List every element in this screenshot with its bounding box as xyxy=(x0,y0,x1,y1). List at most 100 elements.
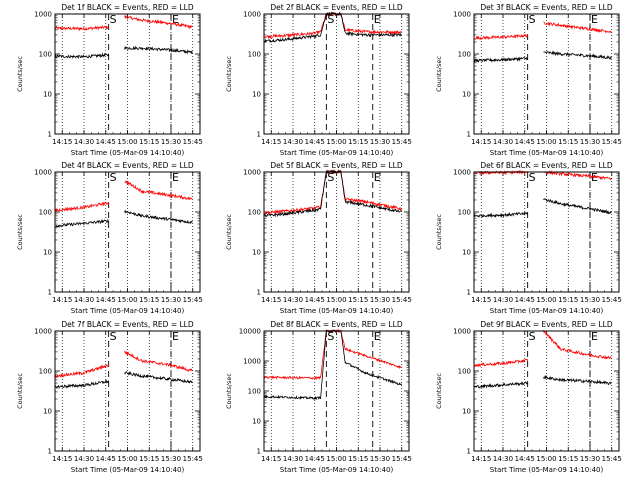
y-tick-label: 1000 xyxy=(34,169,52,177)
panel-det-6: Det 6f BLACK = Events, RED = LLD Counts/s… xyxy=(435,161,622,315)
x-tick-label: 14:30 xyxy=(493,455,513,463)
x-tick-label: 15:15 xyxy=(558,455,578,463)
y-tick-label: 100 xyxy=(458,368,471,376)
y-tick-label: 1000 xyxy=(453,328,471,336)
x-tick-label: 14:45 xyxy=(515,296,535,304)
y-tick-label: 10 xyxy=(462,408,471,416)
x-tick-label: 15:30 xyxy=(580,296,600,304)
chart-title: Det 9f BLACK = Events, RED = LLD xyxy=(480,320,613,329)
y-axis-label: Counts/sec xyxy=(16,214,24,250)
marker-label-e: E xyxy=(374,171,381,184)
plot-frame xyxy=(54,171,201,293)
y-tick-label: 1000 xyxy=(243,11,261,19)
plot-frame xyxy=(263,171,410,293)
x-tick-label: 15:15 xyxy=(348,455,368,463)
panel-det-2: Det 2f BLACK = Events, RED = LLD Counts/s… xyxy=(225,3,412,157)
y-tick-label: 10 xyxy=(252,91,261,99)
panel-det-7: Det 7f BLACK = Events, RED = LLD Counts/s… xyxy=(16,320,203,474)
x-axis-label: Start Time (05-Mar-09 14:10:40) xyxy=(490,466,604,474)
x-tick-label: 15:30 xyxy=(580,455,600,463)
x-tick-label: 14:30 xyxy=(493,296,513,304)
y-tick-label: 100 xyxy=(248,209,261,217)
series-lld-line xyxy=(263,169,402,215)
x-tick-label: 15:45 xyxy=(183,455,203,463)
panel-det-5: Det 5f BLACK = Events, RED = LLD Counts/s… xyxy=(225,161,412,315)
series-events-line xyxy=(263,169,402,218)
plot-frame xyxy=(263,13,410,135)
y-tick-label: 1000 xyxy=(34,328,52,336)
marker-label-s: S xyxy=(529,171,536,184)
panel-det-4: Det 4f BLACK = Events, RED = LLD Counts/s… xyxy=(16,161,203,315)
series-lld-line xyxy=(54,14,193,31)
marker-label-e: E xyxy=(591,171,598,184)
x-tick-label: 15:00 xyxy=(536,138,556,146)
y-tick-label: 10 xyxy=(252,249,261,257)
x-tick-label: 14:15 xyxy=(471,296,491,304)
plot-frame xyxy=(54,330,201,452)
x-tick-label: 15:15 xyxy=(558,138,578,146)
x-tick-label: 14:45 xyxy=(305,296,325,304)
y-tick-label: 100 xyxy=(458,51,471,59)
marker-label-s: S xyxy=(529,13,536,26)
x-tick-label: 15:30 xyxy=(161,455,181,463)
plot-frame xyxy=(263,330,410,452)
x-tick-label: 15:15 xyxy=(348,138,368,146)
y-tick-label: 1 xyxy=(48,289,52,297)
x-tick-label: 15:00 xyxy=(326,455,346,463)
y-axis-label: Counts/sec xyxy=(225,56,233,92)
series-events-line xyxy=(473,374,612,389)
x-tick-label: 14:15 xyxy=(52,296,72,304)
chart-title: Det 5f BLACK = Events, RED = LLD xyxy=(270,161,403,170)
x-tick-label: 15:15 xyxy=(348,296,368,304)
x-tick-label: 14:45 xyxy=(96,296,116,304)
y-tick-label: 10 xyxy=(462,249,471,257)
x-tick-label: 15:00 xyxy=(536,455,556,463)
y-axis-label: Counts/sec xyxy=(16,373,24,409)
x-axis-label: Start Time (05-Mar-09 14:10:40) xyxy=(280,307,394,315)
x-tick-label: 14:15 xyxy=(52,138,72,146)
y-tick-label: 10 xyxy=(462,91,471,99)
series-lld-line xyxy=(473,330,612,368)
x-tick-label: 15:00 xyxy=(326,138,346,146)
x-axis-label: Start Time (05-Mar-09 14:10:40) xyxy=(490,307,604,315)
x-tick-label: 15:30 xyxy=(161,296,181,304)
plot-frame xyxy=(473,13,620,135)
x-tick-label: 15:00 xyxy=(536,296,556,304)
chart-title: Det 6f BLACK = Events, RED = LLD xyxy=(480,161,613,170)
x-tick-label: 14:30 xyxy=(74,296,94,304)
series-events-line xyxy=(54,209,193,229)
y-tick-label: 100 xyxy=(39,209,52,217)
series-events-line xyxy=(473,50,612,63)
x-axis-label: Start Time (05-Mar-09 14:10:40) xyxy=(71,307,185,315)
marker-label-e: E xyxy=(172,330,179,343)
x-tick-label: 15:45 xyxy=(183,138,203,146)
chart-title: Det 2f BLACK = Events, RED = LLD xyxy=(270,3,403,12)
x-tick-label: 15:45 xyxy=(392,296,412,304)
x-tick-label: 15:45 xyxy=(602,455,622,463)
y-tick-label: 1000 xyxy=(453,169,471,177)
x-tick-label: 14:45 xyxy=(515,138,535,146)
x-tick-label: 14:45 xyxy=(96,455,116,463)
x-tick-label: 15:30 xyxy=(370,455,390,463)
marker-label-s: S xyxy=(110,13,117,26)
marker-label-s: S xyxy=(327,13,334,26)
chart-title: Det 1f BLACK = Events, RED = LLD xyxy=(61,3,194,12)
x-axis-label: Start Time (05-Mar-09 14:10:40) xyxy=(280,149,394,157)
y-axis-label: Counts/sec xyxy=(225,373,233,409)
marker-label-s: S xyxy=(327,171,334,184)
chart-title: Det 7f BLACK = Events, RED = LLD xyxy=(61,320,194,329)
y-tick-label: 10 xyxy=(43,408,52,416)
x-tick-label: 15:45 xyxy=(183,296,203,304)
y-axis-label: Counts/sec xyxy=(435,214,443,250)
series-events-line xyxy=(54,371,193,390)
y-tick-label: 1 xyxy=(257,289,261,297)
series-events-line xyxy=(263,11,402,44)
plot-frame xyxy=(473,171,620,293)
panel-det-1: Det 1f BLACK = Events, RED = LLD Counts/s… xyxy=(16,3,203,157)
marker-label-e: E xyxy=(591,330,598,343)
series-lld-line xyxy=(54,350,193,379)
x-tick-label: 15:00 xyxy=(326,296,346,304)
x-tick-label: 15:00 xyxy=(117,296,137,304)
x-tick-label: 14:30 xyxy=(74,455,94,463)
